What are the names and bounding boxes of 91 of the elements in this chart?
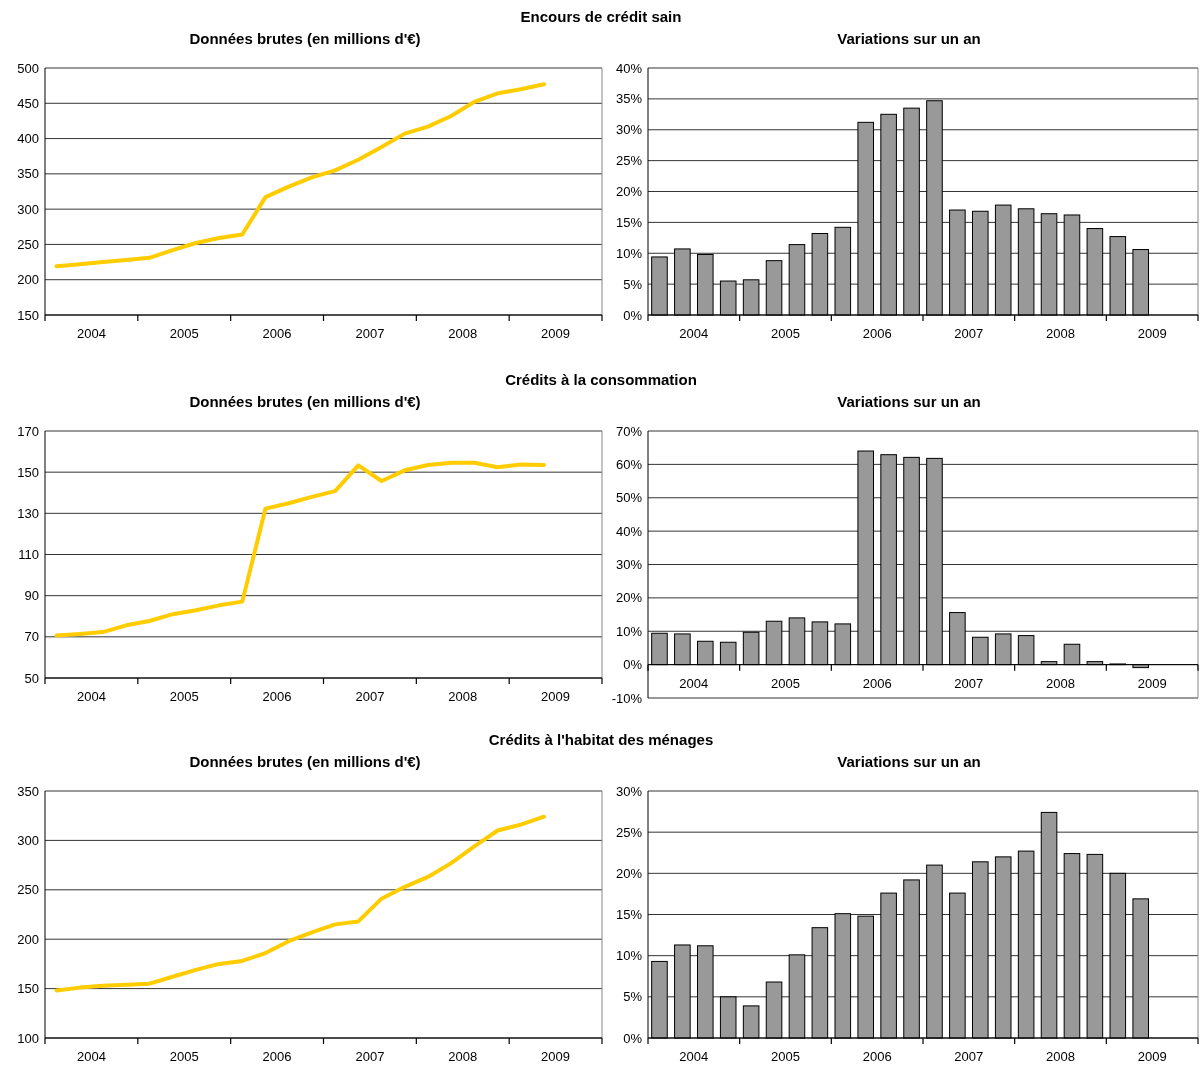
- x-tick-label: 2007: [954, 326, 984, 341]
- y-tick-label: 90: [24, 588, 39, 604]
- x-tick-label: 2004: [679, 326, 709, 341]
- y-tick-label: 150: [17, 464, 39, 480]
- chart-subtitle: Variations sur un an: [837, 393, 981, 410]
- y-tick-label: 5%: [623, 989, 643, 1005]
- y-tick-label: 10%: [615, 948, 643, 964]
- y-tick-label: 70%: [615, 423, 643, 439]
- y-tick-label: -10%: [611, 690, 643, 706]
- x-tick-label: 2004: [679, 675, 709, 691]
- chart-title: Crédits à la consommation: [505, 371, 697, 388]
- x-tick-label: 2004: [76, 689, 106, 704]
- y-tick-label: 20%: [615, 184, 643, 200]
- y-tick-label: 250: [17, 882, 39, 898]
- y-tick-label: 500: [17, 60, 39, 76]
- y-tick-label: 50%: [615, 490, 643, 506]
- x-tick-label: 2008: [1046, 326, 1075, 341]
- x-tick-label: 2005: [169, 689, 199, 704]
- y-tick-label: 15%: [615, 907, 643, 923]
- x-tick-label: 2007: [954, 1049, 984, 1064]
- y-tick-label: 25%: [615, 824, 643, 840]
- y-tick-label: 40%: [615, 60, 643, 76]
- x-tick-label: 2005: [771, 675, 800, 691]
- y-tick-label: 170: [17, 423, 39, 439]
- y-tick-label: 250: [17, 236, 39, 252]
- y-tick-label: 50: [24, 670, 39, 686]
- y-tick-label: 300: [17, 832, 39, 848]
- y-tick-label: 200: [17, 272, 39, 288]
- x-tick-label: 2008: [448, 689, 478, 704]
- x-tick-label: 2009: [541, 1049, 571, 1064]
- y-tick-label: 450: [17, 95, 39, 111]
- x-tick-label: 2005: [169, 1049, 199, 1064]
- x-tick-label: 2008: [448, 1049, 478, 1064]
- x-tick-label: 2009: [541, 689, 571, 704]
- x-tick-label: 2004: [76, 326, 106, 341]
- x-tick-label: 2008: [1046, 675, 1075, 691]
- chart-subtitle: Données brutes (en millions d'€): [189, 753, 421, 770]
- y-tick-label: 30%: [615, 122, 643, 138]
- x-tick-label: 2008: [1046, 1049, 1075, 1064]
- chart-subtitle: Variations sur un an: [837, 30, 981, 47]
- y-tick-label: 30%: [615, 783, 643, 799]
- y-tick-label: 5%: [623, 276, 643, 292]
- x-tick-label: 2006: [862, 326, 892, 341]
- y-tick-label: 300: [17, 201, 39, 217]
- chart-subtitle: Données brutes (en millions d'€): [189, 30, 421, 47]
- y-tick-label: 110: [18, 547, 39, 563]
- y-tick-label: 40%: [615, 523, 643, 539]
- x-tick-label: 2005: [169, 326, 199, 341]
- x-tick-label: 2007: [355, 689, 385, 704]
- chart-title: Crédits à l'habitat des ménages: [488, 731, 714, 748]
- x-tick-label: 2009: [1137, 1049, 1167, 1064]
- y-tick-label: 70: [24, 629, 39, 645]
- y-tick-label: 15%: [615, 214, 643, 230]
- y-tick-label: 150: [17, 307, 39, 323]
- y-tick-label: 0%: [623, 1030, 643, 1046]
- y-tick-label: 0%: [623, 657, 643, 673]
- x-tick-label: 2005: [771, 1049, 800, 1064]
- y-tick-label: 0%: [623, 307, 643, 323]
- chart-subtitle: Variations sur un an: [837, 753, 981, 770]
- x-tick-label: 2009: [1137, 326, 1167, 341]
- chart-title: Encours de crédit sain: [520, 8, 682, 25]
- y-tick-label: 350: [17, 783, 39, 799]
- x-tick-label: 2009: [1137, 675, 1167, 691]
- x-tick-label: 2004: [679, 1049, 709, 1064]
- x-tick-label: 2006: [262, 689, 292, 704]
- y-tick-label: 60%: [615, 456, 643, 472]
- y-tick-label: 10%: [615, 245, 643, 261]
- x-tick-label: 2006: [262, 326, 292, 341]
- y-tick-label: 200: [17, 931, 39, 947]
- x-tick-label: 2006: [862, 675, 892, 691]
- x-tick-label: 2007: [355, 1049, 385, 1064]
- x-tick-label: 2008: [448, 326, 478, 341]
- y-tick-label: 25%: [615, 153, 643, 169]
- y-tick-label: 400: [17, 131, 39, 147]
- x-tick-label: 2007: [954, 675, 984, 691]
- x-tick-label: 2009: [541, 326, 571, 341]
- x-tick-label: 2005: [771, 326, 800, 341]
- y-tick-label: 150: [17, 981, 39, 997]
- y-tick-label: 35%: [615, 91, 643, 107]
- x-tick-label: 2007: [355, 326, 385, 341]
- y-tick-label: 30%: [615, 557, 643, 573]
- y-tick-label: 350: [17, 166, 39, 182]
- x-tick-label: 2006: [862, 1049, 892, 1064]
- x-tick-label: 2006: [262, 1049, 292, 1064]
- y-tick-label: 10%: [615, 623, 643, 639]
- y-tick-label: 20%: [615, 865, 643, 881]
- y-tick-label: 100: [17, 1030, 39, 1046]
- chart-subtitle: Données brutes (en millions d'€): [189, 393, 421, 410]
- x-tick-label: 2004: [76, 1049, 106, 1064]
- y-tick-label: 130: [17, 505, 39, 521]
- y-tick-label: 20%: [615, 590, 643, 606]
